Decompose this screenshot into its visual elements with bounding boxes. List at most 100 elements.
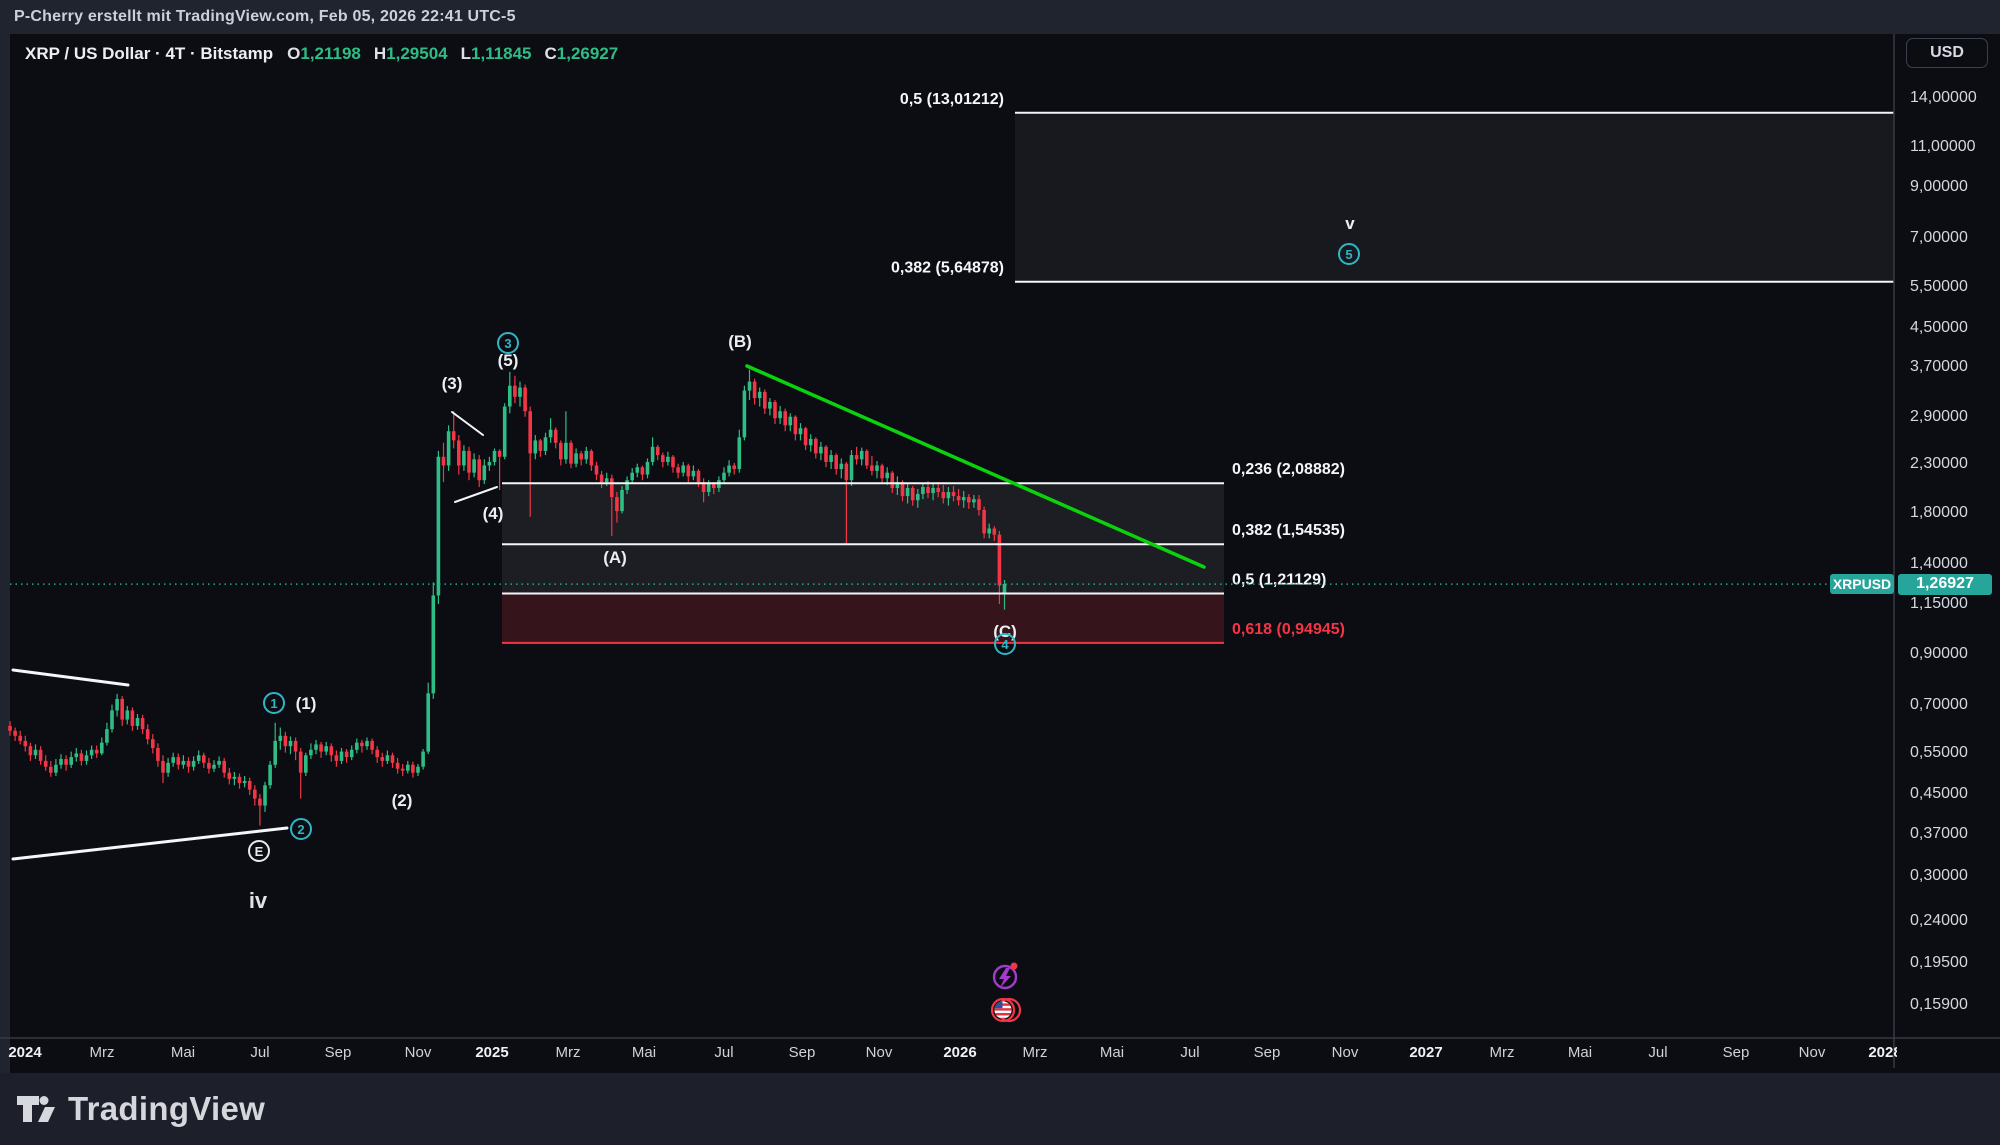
wave-label-1[interactable]: (1): [296, 694, 317, 713]
candle: [120, 696, 124, 726]
price-tick: 0,24000: [1910, 912, 1968, 930]
candle: [1002, 580, 1007, 610]
time-tick-year: 2028: [1868, 1044, 1897, 1061]
svg-text:(B): (B): [728, 332, 752, 351]
fib-extension-upper-zone[interactable]: [1015, 112, 1894, 282]
fib-retracement-main-zone[interactable]: [502, 593, 1224, 643]
candle: [543, 432, 548, 456]
candle: [885, 467, 889, 486]
candle: [365, 737, 369, 750]
fib-retracement-main[interactable]: 0,236 (2,08882) 0,382 (1,54535) 0,5 (1,211…: [502, 461, 1345, 644]
candle: [661, 452, 665, 468]
candle: [594, 461, 599, 481]
candle: [105, 722, 109, 746]
svg-text:3: 3: [504, 336, 511, 351]
us-economic-event-flag-icon[interactable]: [990, 997, 1022, 1023]
candle: [747, 369, 752, 401]
time-tick-month: Jul: [1180, 1044, 1200, 1061]
svg-text:4: 4: [1001, 637, 1009, 652]
candle: [74, 747, 79, 762]
candle: [13, 727, 17, 741]
candle: [854, 446, 859, 465]
candle: [936, 482, 940, 498]
wave-label-4[interactable]: (4): [483, 504, 504, 523]
candle: [339, 747, 344, 764]
price-tick: 0,70000: [1910, 695, 1968, 713]
wave-label-v[interactable]: v: [1345, 214, 1355, 233]
candle: [278, 727, 283, 750]
fib-retracement-main-zone[interactable]: [502, 544, 1224, 594]
candle: [564, 411, 568, 464]
candle: [258, 794, 262, 826]
candle: [655, 445, 660, 461]
green-descending-trendline[interactable]: [745, 364, 1206, 569]
candle: [309, 743, 313, 760]
candle: [967, 494, 971, 509]
wave-label-4[interactable]: 4: [994, 633, 1016, 655]
candle: [232, 771, 237, 786]
wave-label-1[interactable]: 1: [263, 692, 285, 714]
candle: [18, 730, 22, 745]
wave-label-3[interactable]: 3: [497, 332, 519, 354]
candle: [385, 750, 390, 764]
candle: [972, 495, 976, 508]
chart-background: [10, 34, 2000, 1073]
wave-label-iv[interactable]: iv: [249, 888, 268, 913]
candle: [94, 745, 99, 758]
wave-label-2[interactable]: 2: [290, 818, 312, 840]
triangle-lower-line[interactable]: [11, 826, 289, 861]
wave-label-5[interactable]: 5: [1338, 243, 1360, 265]
candle: [768, 398, 772, 416]
currency-unit-button[interactable]: USD: [1906, 38, 1988, 68]
time-axis[interactable]: 2024 Mrz Mai Jul Sep Nov 2025 Mrz Mai Jul Sep Nov 20…: [0, 1040, 1897, 1068]
price-tick: 0,37000: [1910, 824, 1968, 842]
candle: [472, 453, 476, 478]
candle: [38, 746, 43, 765]
wedge-lower-line[interactable]: [454, 486, 498, 503]
tradingview-brand-text[interactable]: TradingView: [68, 1090, 266, 1127]
wave-label-3[interactable]: (3): [442, 374, 463, 393]
candle: [416, 763, 420, 776]
candle: [49, 760, 53, 777]
candle: [140, 714, 145, 735]
last-price-symbol-chip: XRPUSD: [1830, 574, 1894, 595]
candle: [431, 582, 436, 699]
wave-label-B[interactable]: (B): [728, 332, 752, 351]
candle: [349, 745, 354, 761]
candle: [834, 453, 838, 475]
candle: [931, 483, 935, 501]
symbol-legend[interactable]: XRP / US Dollar · 4T · Bitstamp O1,21198…: [25, 44, 631, 64]
tradingview-logo-icon[interactable]: [16, 1092, 58, 1126]
candle: [620, 486, 624, 514]
candle: [732, 462, 736, 475]
candle: [8, 721, 12, 736]
fib-level-label: 0,5 (13,01212): [900, 91, 1004, 108]
candle: [722, 467, 726, 485]
time-tick-month: Sep: [788, 1044, 816, 1061]
wave-label-A[interactable]: (A): [603, 548, 627, 567]
candle: [355, 738, 359, 754]
candle: [84, 750, 89, 765]
triangle-upper-line[interactable]: [11, 668, 130, 687]
price-tick: 2,90000: [1910, 407, 1968, 425]
price-axis[interactable]: 14,00000 11,00000 9,00000 7,00000 5,50000 4,5…: [1897, 34, 2000, 1038]
wave-label-E[interactable]: E: [248, 840, 270, 862]
symbol-title[interactable]: XRP / US Dollar · 4T · Bitstamp: [25, 44, 274, 63]
wave-label-5[interactable]: (5): [498, 351, 519, 370]
fib-extension-upper[interactable]: 0,5 (13,01212) 0,382 (5,64878): [891, 91, 1894, 283]
candle: [676, 463, 680, 479]
candle: [645, 458, 650, 479]
candle: [839, 458, 844, 479]
candle: [436, 450, 441, 605]
candle: [79, 749, 84, 766]
time-tick-month: Mrz: [89, 1044, 115, 1061]
candle: [523, 384, 527, 417]
wave-label-2[interactable]: (2): [392, 791, 413, 810]
wedge-upper-line[interactable]: [451, 411, 484, 436]
candle: [987, 523, 991, 539]
economic-event-lightning-icon[interactable]: [992, 962, 1018, 990]
candle: [457, 435, 461, 475]
candle: [814, 437, 818, 459]
candle: [553, 427, 558, 449]
